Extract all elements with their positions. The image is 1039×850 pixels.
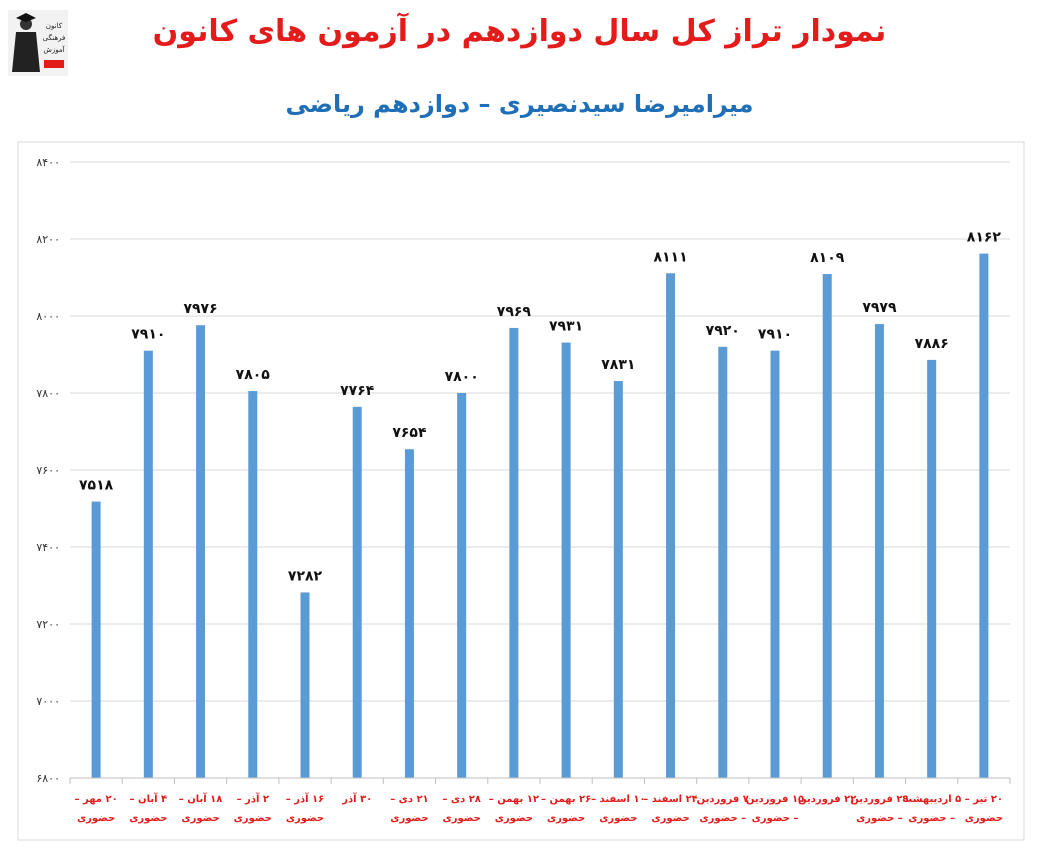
bar <box>248 391 258 778</box>
x-tick-label-line2: – حضوری <box>908 813 955 824</box>
bar <box>979 253 989 778</box>
bar <box>509 327 519 778</box>
bar <box>927 359 937 778</box>
x-tick-label-line2: حضوری <box>234 813 272 824</box>
x-tick-label-line2: – حضوری <box>856 813 903 824</box>
data-label: ۷۹۶۹ <box>497 304 532 320</box>
x-tick-label-line2: حضوری <box>129 813 167 824</box>
data-label: ۷۹۲۰ <box>706 323 740 339</box>
data-label: ۷۹۱۰ <box>131 327 165 343</box>
bar <box>91 501 101 778</box>
data-label: ۷۷۶۴ <box>340 383 375 399</box>
x-tick-label-line2: حضوری <box>181 813 219 824</box>
x-tick-label: ۲۲ فروردین <box>798 794 856 805</box>
data-label: ۷۸۳۱ <box>601 357 635 373</box>
x-axis: ۲۰ مهر – حضوری ۴ آبان – حضوری ۱۸ آبان – حضوری… <box>69 777 1011 824</box>
bar <box>770 350 780 778</box>
data-label: ۷۶۵۴ <box>392 425 427 441</box>
chart-frame <box>17 141 1025 841</box>
bar <box>874 324 884 778</box>
x-tick-label: ۱۲ بهمن – <box>489 794 539 805</box>
logo-text-2: فرهنگی <box>43 33 66 42</box>
x-tick-label-line2: حضوری <box>965 813 1003 824</box>
graduation-cap-icon <box>16 13 36 22</box>
data-label: ۷۲۸۲ <box>288 568 323 584</box>
data-label: ۷۵۱۸ <box>79 478 114 494</box>
bar <box>718 346 728 778</box>
graduate-head <box>20 18 32 30</box>
x-tick-label: ۱۵ فروردین <box>746 794 804 805</box>
data-label: ۷۹۳۱ <box>549 319 583 335</box>
data-labels: ۷۵۱۸ ۷۹۱۰ ۷۹۷۶ ۷۸۰۵ ۷۲۸۲ ۷۷۶۴ ۷۶۵۴ ۷۸۰۰ ۷۹۶۹ ۷۹۳۱… <box>79 230 1001 585</box>
x-tick-label: ۳۰ آذر <box>341 792 372 805</box>
logo-graphic: کانون فرهنگی آموزش <box>8 10 68 76</box>
x-tick-label-line2: حضوری <box>77 813 115 824</box>
bar <box>196 325 206 778</box>
x-tick-label-line2: – حضوری <box>752 813 799 824</box>
x-tick-label: ۵ اردیبهشت <box>902 794 961 805</box>
x-tick-label-line2: حضوری <box>599 813 637 824</box>
kanoon-logo: کانون فرهنگی آموزش <box>8 10 68 76</box>
y-tick-label: ۷۴۰۰ <box>36 541 60 554</box>
bars <box>91 253 989 778</box>
logo-text-1: کانون <box>46 22 63 30</box>
x-tick-label-line2: حضوری <box>495 813 533 824</box>
x-tick-label: ۲۸ دی – <box>442 794 480 805</box>
chart-subtitle: میرامیرضا سیدنصیری – دوازدهم ریاضی <box>285 90 754 118</box>
logo-red-badge <box>44 60 64 68</box>
grid-lines <box>70 161 1010 779</box>
bar <box>457 393 467 778</box>
bar <box>561 342 571 778</box>
x-tick-label-line2: حضوری <box>547 813 585 824</box>
bar <box>300 592 310 778</box>
data-label: ۷۸۸۶ <box>915 336 949 352</box>
y-tick-label: ۸۲۰۰ <box>36 233 60 246</box>
x-tick-label: ۱۸ آبان – <box>179 792 223 805</box>
bar <box>666 273 676 778</box>
x-tick-label: ۲ آذر – <box>237 792 269 805</box>
x-tick-label-line2: حضوری <box>286 813 324 824</box>
x-tick-label: ۱۶ آذر – <box>286 792 325 805</box>
logo-text-3: آموزش <box>43 45 65 54</box>
chart-title: نمودار تراز کل سال دوازدهم در آزمون های … <box>152 14 887 49</box>
x-tick-label: ۴ آبان – <box>130 792 168 805</box>
y-tick-label: ۶۸۰۰ <box>36 772 60 785</box>
data-label: ۷۸۰۰ <box>445 369 479 385</box>
x-tick-label: ۲۶ بهمن – <box>541 794 591 805</box>
x-tick-label-line2: حضوری <box>443 813 481 824</box>
data-label: ۷۹۷۹ <box>862 300 897 316</box>
data-label: ۷۹۱۰ <box>758 327 792 343</box>
graduate-body <box>12 32 40 72</box>
y-axis: ۶۸۰۰ ۷۰۰۰ ۷۲۰۰ ۷۴۰۰ ۷۶۰۰ ۷۸۰۰ ۸۰۰۰ ۸۲۰۰ ۸۴۰۰ <box>36 156 60 785</box>
x-tick-label: ۲۱ دی – <box>390 794 428 805</box>
y-tick-label: ۸۴۰۰ <box>36 156 60 169</box>
data-label: ۷۸۰۵ <box>236 367 271 383</box>
y-tick-label: ۷۸۰۰ <box>36 387 60 400</box>
x-tick-label: ۲۹ فروردین <box>850 794 908 805</box>
x-tick-label: ۲۴ اسفند – <box>643 794 698 805</box>
bar <box>352 406 362 778</box>
bar <box>613 381 623 778</box>
bar <box>404 449 414 778</box>
bar <box>822 274 832 778</box>
data-label: ۸۱۱۱ <box>653 249 687 265</box>
x-tick-label-line2: حضوری <box>390 813 428 824</box>
data-label: ۸۱۰۹ <box>810 250 845 266</box>
y-tick-label: ۷۲۰۰ <box>36 618 60 631</box>
y-tick-label: ۷۶۰۰ <box>36 464 60 477</box>
y-tick-label: ۸۰۰۰ <box>36 310 60 323</box>
data-label: ۸۱۶۲ <box>967 230 1002 246</box>
x-tick-label: ۷ فروردین <box>697 794 749 805</box>
x-tick-label: ۲۰ تیر – <box>965 794 1003 805</box>
bar <box>143 350 153 778</box>
y-tick-label: ۷۰۰۰ <box>36 695 60 708</box>
x-tick-label: ۲۰ مهر – <box>75 794 118 805</box>
x-tick-label: ۱۰ اسفند – <box>591 794 646 805</box>
x-tick-label-line2: – حضوری <box>699 813 746 824</box>
data-label: ۷۹۷۶ <box>183 301 217 317</box>
x-tick-label-line2: حضوری <box>651 813 689 824</box>
